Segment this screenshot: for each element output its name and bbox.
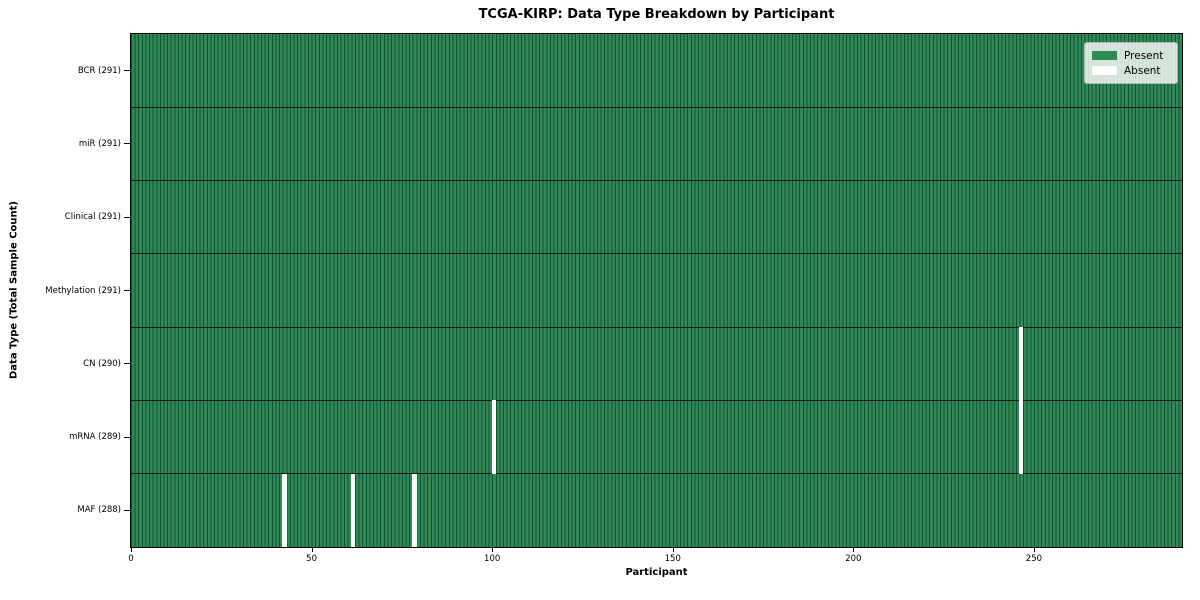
x-tick-mark <box>492 548 494 552</box>
absent-cell <box>1019 400 1024 474</box>
y-tick-label: CN (290) <box>83 358 121 369</box>
y-tick-mark <box>124 290 130 291</box>
x-tick-mark <box>1033 548 1035 552</box>
absent-cell <box>282 473 287 547</box>
y-tick-label: MAF (288) <box>77 505 121 516</box>
y-tick-mark <box>124 70 130 72</box>
absent-cell <box>412 473 417 547</box>
y-tick-mark <box>124 363 130 365</box>
x-tick-label: 200 <box>845 554 862 564</box>
absent-cell <box>350 473 356 547</box>
x-tick-mark <box>131 548 132 552</box>
plot-area: Present Absent <box>130 33 1183 548</box>
y-tick-mark <box>124 436 130 438</box>
row-boundary-line <box>131 180 1182 182</box>
x-tick-mark <box>311 548 313 552</box>
x-tick-label: 100 <box>484 554 501 564</box>
legend: Present Absent <box>1084 42 1178 84</box>
x-tick-label: 150 <box>664 554 681 564</box>
legend-item-present: Present <box>1092 50 1170 62</box>
y-tick-label: BCR (291) <box>77 65 121 76</box>
row-boundary-line <box>131 106 1182 108</box>
x-tick-label: 0 <box>128 554 134 564</box>
chart-title: TCGA-KIRP: Data Type Breakdown by Partic… <box>478 7 835 22</box>
y-tick-label: Methylation (291) <box>45 285 121 296</box>
legend-swatch-absent <box>1092 66 1117 75</box>
legend-label: Absent <box>1124 64 1161 77</box>
row-boundary-line <box>131 326 1182 328</box>
x-tick-mark <box>672 548 674 552</box>
x-tick-label: 50 <box>306 554 317 564</box>
x-tick-mark <box>853 548 855 552</box>
y-tick-mark <box>124 216 130 218</box>
row-boundary-line <box>131 253 1182 255</box>
legend-swatch-present <box>1092 51 1117 60</box>
x-tick-label: 250 <box>1025 554 1043 564</box>
absent-cell <box>1019 327 1024 401</box>
y-tick-mark <box>124 509 130 511</box>
legend-item-absent: Absent <box>1092 65 1170 77</box>
legend-label: Present <box>1124 49 1164 62</box>
y-tick-label: miR (291) <box>78 138 121 149</box>
x-axis-label: Participant <box>625 567 688 578</box>
y-tick-label: mRNA (289) <box>69 432 121 443</box>
y-tick-label: Clinical (291) <box>64 212 121 223</box>
row-boundary-line <box>131 399 1182 401</box>
row-boundary-line <box>131 473 1182 475</box>
y-tick-mark <box>124 143 130 145</box>
absent-cell <box>491 400 497 474</box>
